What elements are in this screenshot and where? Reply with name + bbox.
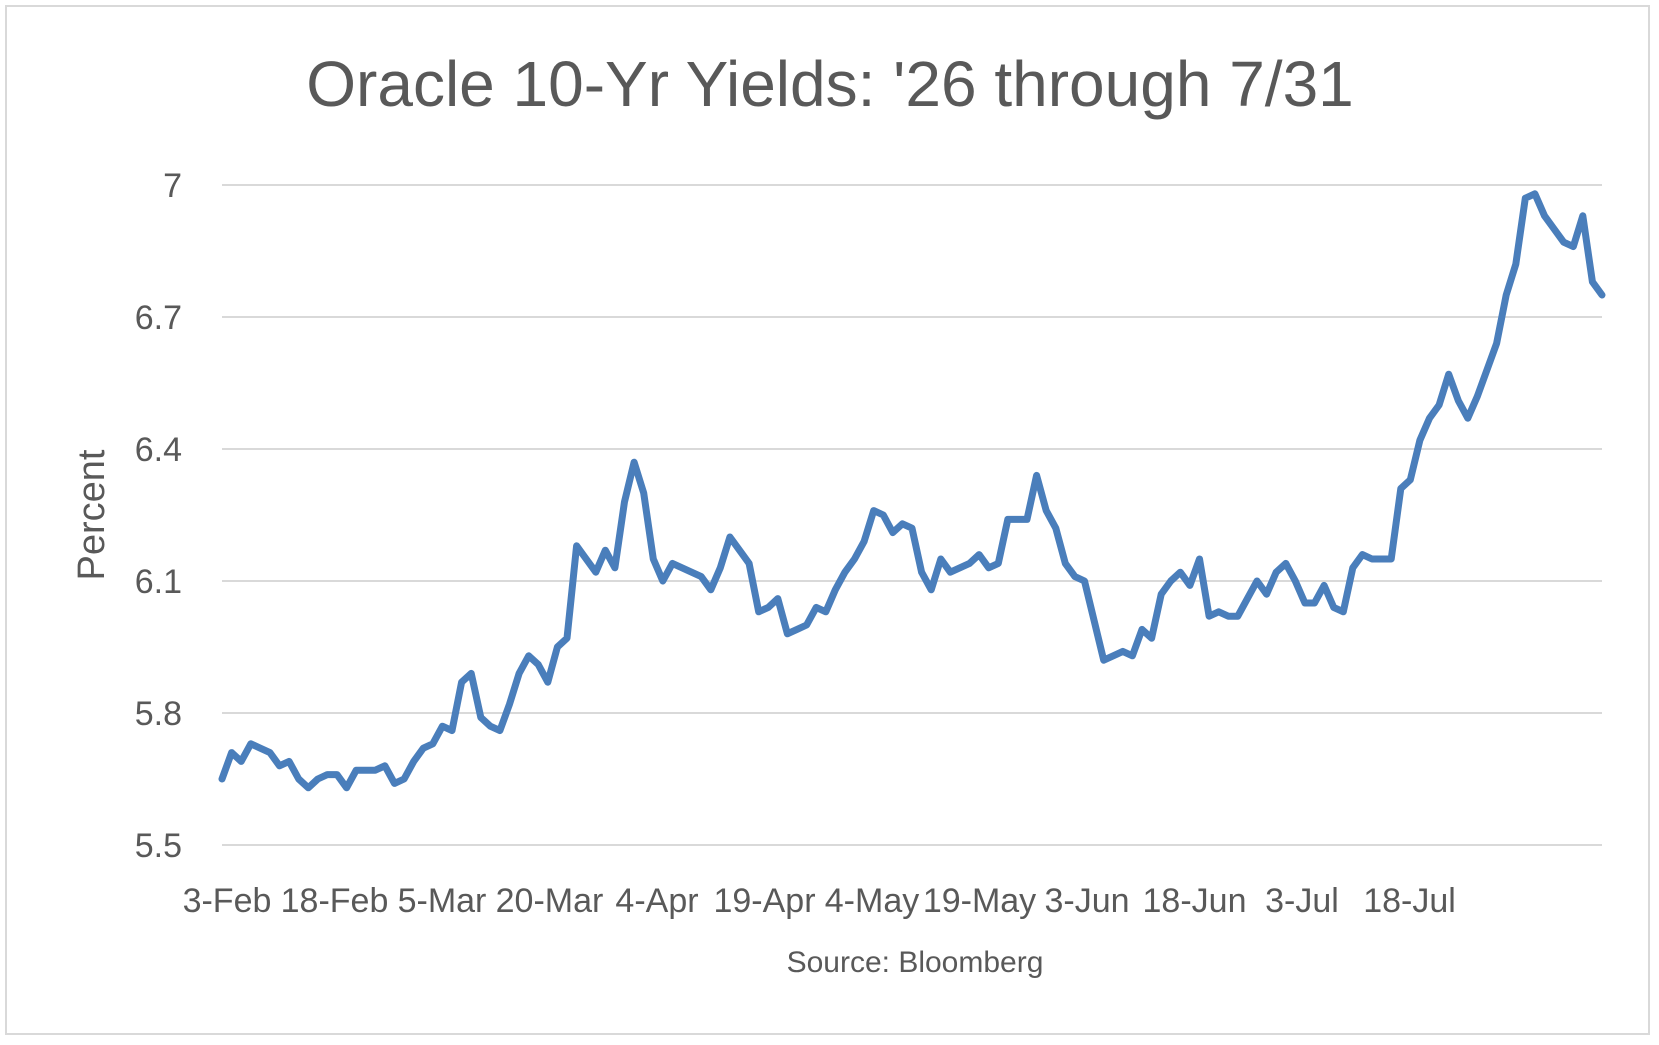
y-axis-title: Percent (71, 449, 113, 580)
y-tick-label: 6.4 (135, 431, 182, 469)
x-tick-label: 18-Jul (1363, 882, 1456, 920)
x-tick-label: 19-May (923, 882, 1036, 920)
chart-title: Oracle 10-Yr Yields: '26 through 7/31 (306, 48, 1354, 120)
y-axis-ticks: 7 6.7 6.4 6.1 5.8 5.5 (135, 167, 182, 865)
y-tick-label: 7 (163, 167, 182, 205)
x-tick-label: 3-Feb (183, 882, 272, 920)
x-tick-label: 19-Apr (713, 882, 815, 920)
series-line (218, 190, 1606, 792)
y-tick-label: 6.7 (135, 299, 182, 337)
y-tick-label: 5.5 (135, 827, 182, 865)
x-tick-label: 18-Jun (1143, 882, 1247, 920)
y-tick-label: 5.8 (135, 695, 182, 733)
x-tick-label: 18-Feb (281, 882, 389, 920)
x-tick-label: 4-Apr (615, 882, 698, 920)
chart-frame (5, 5, 1650, 1035)
x-tick-label: 3-Jun (1044, 882, 1129, 920)
y-tick-label: 6.1 (135, 563, 182, 601)
x-tick-label: 20-Mar (496, 882, 604, 920)
series-layer (218, 190, 1606, 792)
x-tick-label: 3-Jul (1265, 882, 1339, 920)
source-note: Source: Bloomberg (787, 946, 1044, 979)
x-tick-label: 5-Mar (398, 882, 487, 920)
x-tick-label: 4-May (825, 882, 919, 920)
x-axis-ticks: 3-Feb 18-Feb 5-Mar 20-Mar 4-Apr 19-Apr 4-May 19… (183, 882, 1456, 920)
